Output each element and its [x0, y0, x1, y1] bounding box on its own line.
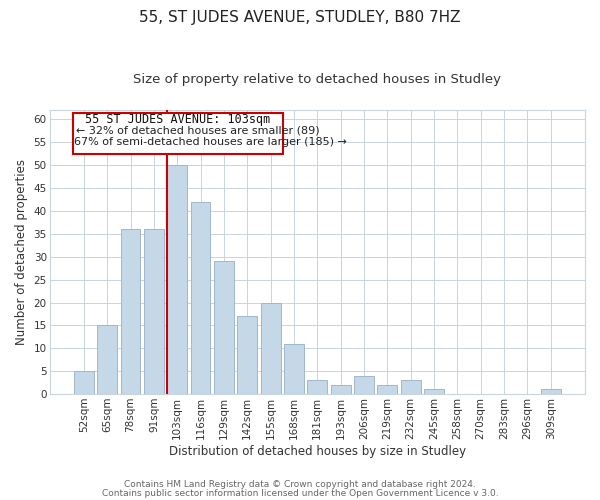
FancyBboxPatch shape: [73, 112, 283, 154]
Bar: [331, 385, 350, 394]
Bar: [260, 302, 281, 394]
Bar: [74, 371, 94, 394]
X-axis label: Distribution of detached houses by size in Studley: Distribution of detached houses by size …: [169, 444, 466, 458]
Bar: [541, 390, 560, 394]
Bar: [191, 202, 211, 394]
Text: 55 ST JUDES AVENUE: 103sqm: 55 ST JUDES AVENUE: 103sqm: [85, 113, 271, 126]
Bar: [354, 376, 374, 394]
Text: Contains public sector information licensed under the Open Government Licence v : Contains public sector information licen…: [101, 488, 499, 498]
Y-axis label: Number of detached properties: Number of detached properties: [15, 159, 28, 345]
Bar: [121, 230, 140, 394]
Text: Contains HM Land Registry data © Crown copyright and database right 2024.: Contains HM Land Registry data © Crown c…: [124, 480, 476, 489]
Text: 67% of semi-detached houses are larger (185) →: 67% of semi-detached houses are larger (…: [74, 138, 347, 147]
Bar: [307, 380, 327, 394]
Bar: [97, 326, 117, 394]
Bar: [284, 344, 304, 394]
Bar: [424, 390, 444, 394]
Bar: [377, 385, 397, 394]
Bar: [144, 230, 164, 394]
Bar: [214, 262, 234, 394]
Text: 55, ST JUDES AVENUE, STUDLEY, B80 7HZ: 55, ST JUDES AVENUE, STUDLEY, B80 7HZ: [139, 10, 461, 25]
Bar: [401, 380, 421, 394]
Bar: [167, 165, 187, 394]
Bar: [238, 316, 257, 394]
Text: ← 32% of detached houses are smaller (89): ← 32% of detached houses are smaller (89…: [76, 126, 320, 136]
Title: Size of property relative to detached houses in Studley: Size of property relative to detached ho…: [133, 72, 501, 86]
